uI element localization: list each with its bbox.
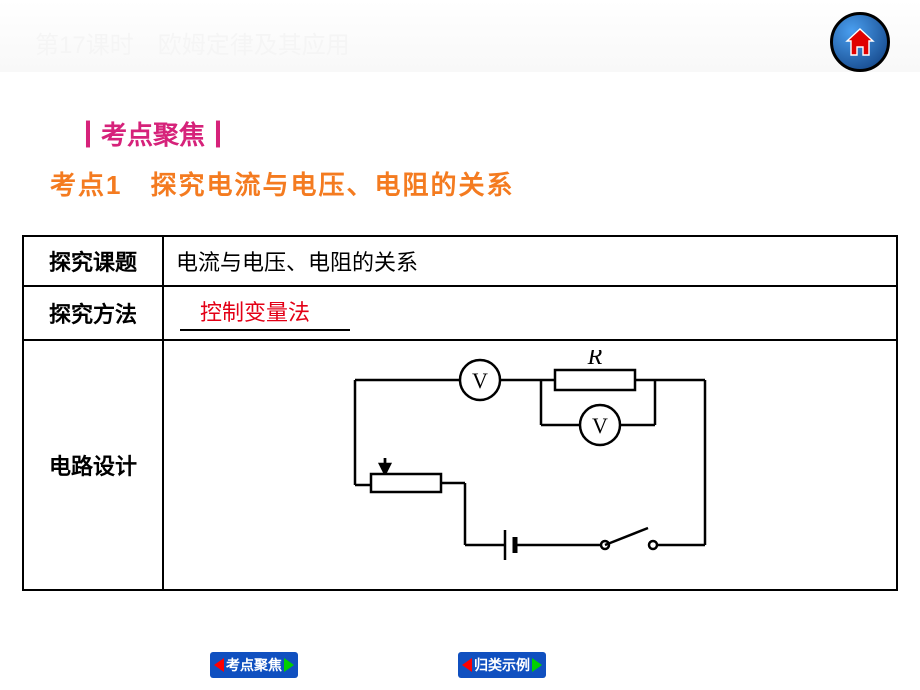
header-bar: 第17课时 欧姆定律及其应用 bbox=[0, 0, 920, 72]
row-circuit-label: 电路设计 bbox=[23, 340, 163, 590]
svg-text:R: R bbox=[587, 350, 603, 370]
row-method-label: 探究方法 bbox=[23, 286, 163, 340]
svg-text:V: V bbox=[472, 368, 488, 393]
section-label: 考点聚焦 bbox=[101, 120, 205, 150]
arrow-right-icon bbox=[284, 658, 294, 672]
circuit-cell: V R V bbox=[163, 340, 897, 590]
arrow-left-icon bbox=[214, 658, 224, 672]
footer-btn-examples-label: 归类示例 bbox=[474, 655, 530, 675]
arrow-left-icon bbox=[462, 658, 472, 672]
answer-text: 控制变量法 bbox=[200, 300, 310, 325]
row-topic-label: 探究课题 bbox=[23, 236, 163, 286]
row-topic-value: 电流与电压、电阻的关系 bbox=[163, 236, 897, 286]
footer-btn-focus-label: 考点聚焦 bbox=[226, 655, 282, 675]
circuit-diagram: V R V bbox=[305, 350, 755, 575]
home-icon bbox=[843, 25, 877, 59]
section-bar-left: ┃ bbox=[75, 120, 101, 150]
home-button[interactable] bbox=[830, 12, 890, 72]
content-table: 探究课题 电流与电压、电阻的关系 探究方法 控制变量法 电路设计 V bbox=[22, 235, 898, 591]
answer-underline: 控制变量法 bbox=[180, 295, 350, 331]
footer-btn-examples[interactable]: 归类示例 bbox=[458, 652, 546, 678]
arrow-right-icon bbox=[532, 658, 542, 672]
section-title: ┃考点聚焦┃ bbox=[75, 115, 231, 152]
footer-nav: 考点聚焦 归类示例 bbox=[0, 652, 920, 678]
header-title: 第17课时 欧姆定律及其应用 bbox=[35, 25, 350, 60]
row-method-value: 控制变量法 bbox=[163, 286, 897, 340]
topic-title: 考点1 探究电流与电压、电阻的关系 bbox=[50, 165, 514, 202]
footer-btn-focus[interactable]: 考点聚焦 bbox=[210, 652, 298, 678]
section-bar-right: ┃ bbox=[205, 120, 231, 150]
svg-text:V: V bbox=[592, 413, 608, 438]
